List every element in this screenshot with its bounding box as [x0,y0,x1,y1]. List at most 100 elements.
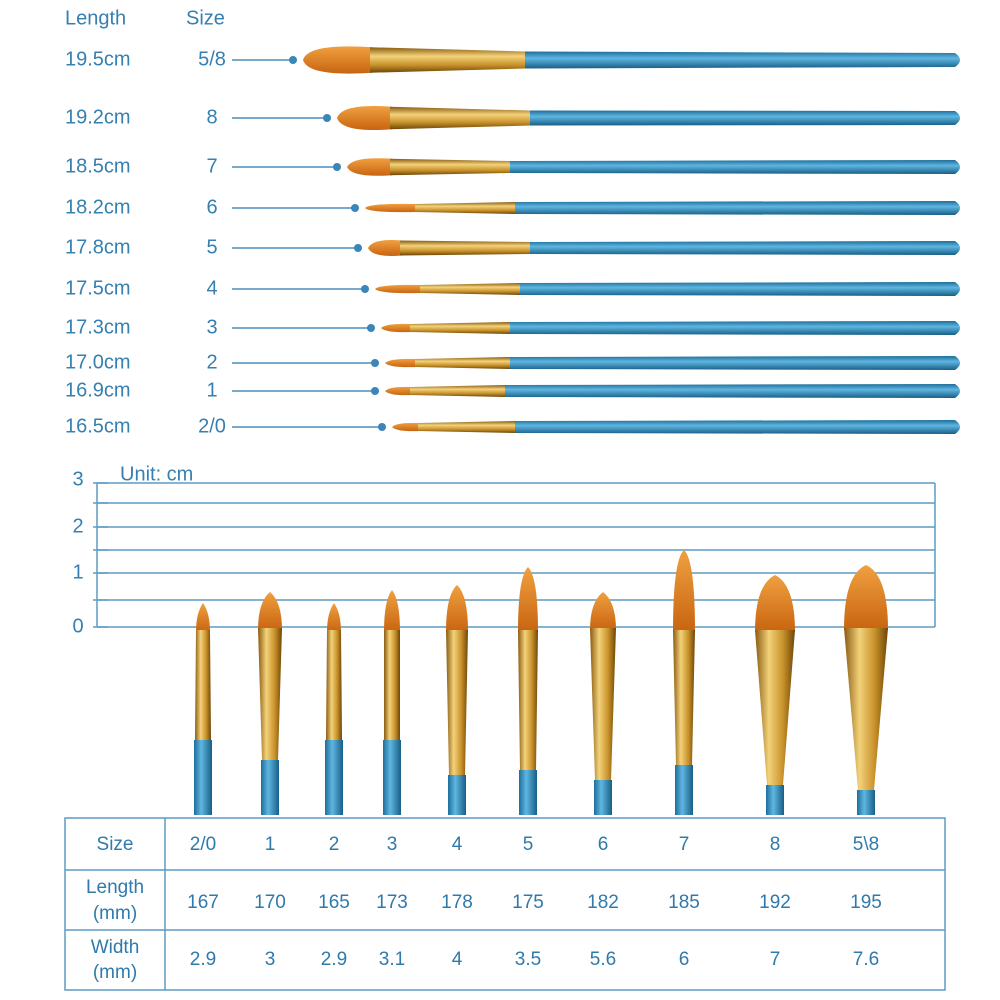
brush-size: 1 [206,379,217,401]
brush-hair [368,240,402,256]
table-cell: 167 [187,892,219,913]
ruler-tick-label: 0 [72,615,83,637]
brush-size: 5/8 [198,48,226,70]
leader-dot [378,423,386,431]
brush-ferrule [418,421,515,433]
table-cell: 185 [668,892,700,913]
brush [347,158,960,176]
brush-vertical [446,585,468,815]
brush-ferrule [844,628,888,790]
brush-length: 17.8cm [65,236,131,258]
brush-hair [844,565,888,630]
brush-vertical [673,550,695,815]
brush-ferrule [400,240,530,256]
brush-size: 5 [206,236,217,258]
brush-length: 17.3cm [65,316,131,338]
brush-hair [365,203,417,213]
brush-hair [518,567,538,632]
length-header: Length [65,7,126,29]
table-cell: 5 [523,834,534,855]
brush [385,384,960,398]
brush-handle [857,790,875,815]
table-cell: 1 [265,834,276,855]
brush [337,106,960,130]
table-cell: 7 [679,834,690,855]
brush-handle [594,780,612,815]
brush-size: 7 [206,155,217,177]
brush-size: 4 [206,277,217,299]
table-cell: 6 [679,949,690,970]
brush-size: 3 [206,316,217,338]
table-cell: 8 [770,834,781,855]
brush-length: 17.5cm [65,277,131,299]
table-cell: 165 [318,892,350,913]
brush-ferrule [410,385,505,397]
brush-hair [303,46,372,74]
table-cell: 2.9 [190,949,216,970]
brush-length: 16.9cm [65,379,131,401]
brush [392,420,960,434]
leader-dot [354,244,362,252]
brush-hair [385,358,417,368]
table-header: Length [86,877,144,898]
brush-handle [448,775,466,815]
table-cell: 3.1 [379,949,405,970]
table-cell: 2/0 [190,834,216,855]
brush [375,282,960,296]
brush-vertical [383,590,401,815]
brush-handle [766,785,784,815]
brush-ferrule [410,322,510,334]
ruler-tick-label: 2 [72,515,83,537]
unit-label: Unit: cm [120,463,193,485]
table-cell: 3 [265,949,276,970]
table-cell: 192 [759,892,791,913]
brush-hair [392,422,420,432]
leader-dot [371,359,379,367]
table-unit: (mm) [93,903,137,924]
brush-ferrule [195,630,211,740]
ruler-tick-label: 3 [72,468,83,490]
brush-length: 19.2cm [65,106,131,128]
brush-handle [530,110,960,126]
table-cell: 175 [512,892,544,913]
brush-hair [327,603,341,632]
ruler-tick-label: 1 [72,561,83,583]
brush-hair [385,386,412,396]
brush-handle [520,282,960,296]
brush [368,240,960,256]
table-cell: 5.6 [590,949,616,970]
brush-vertical [844,565,888,815]
brush-ferrule [673,630,695,765]
brush-ferrule [390,158,510,176]
brush-size: 6 [206,196,217,218]
leader-dot [351,204,359,212]
brush-length: 16.5cm [65,415,131,437]
table-cell: 173 [376,892,408,913]
brush-vertical [194,603,212,815]
brush-handle [325,740,343,815]
brush-ferrule [415,202,515,214]
brush-hair [446,585,468,632]
table-header: Size [97,834,134,855]
brush-handle [194,740,212,815]
table-cell: 7 [770,949,781,970]
brush-ferrule [390,106,530,130]
brush-handle [510,356,960,370]
brush-hair [196,603,210,632]
brush [365,201,960,215]
brush-vertical [590,592,616,815]
leader-dot [333,163,341,171]
size-header: Size [186,7,225,29]
table-grid [64,817,946,991]
brush-hair [381,323,412,333]
brush-handle [510,321,960,335]
brush-length: 18.2cm [65,196,131,218]
brush-length: 17.0cm [65,351,131,373]
brush-size: 8 [206,106,217,128]
brush-hair [347,158,392,176]
brush-size: 2 [206,351,217,373]
table-cell: 182 [587,892,619,913]
ruler-frame [96,482,936,628]
table-cell: 3 [387,834,398,855]
